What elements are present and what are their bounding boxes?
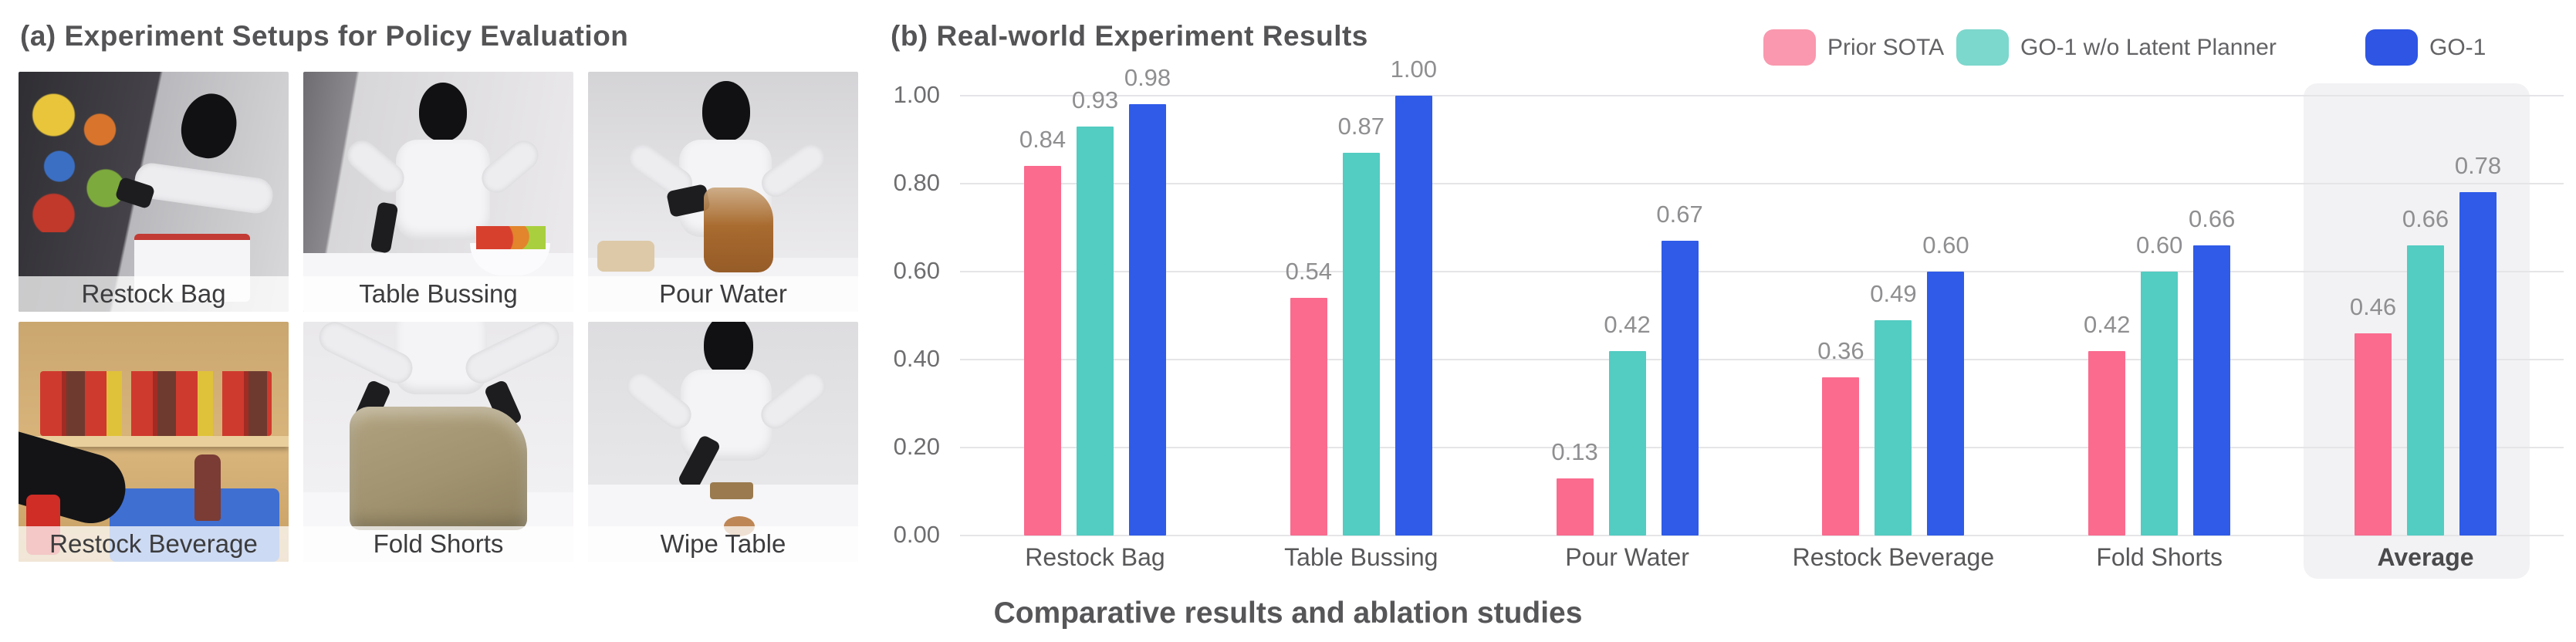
bar-prior-sota-restock-beverage — [1822, 377, 1860, 536]
photo-label: Table Bussing — [359, 279, 518, 308]
photo-label: Restock Beverage — [49, 529, 258, 558]
legend-item-go-1-w-o-latent-planner: GO-1 w/o Latent Planner — [1956, 29, 2277, 66]
shelf-decor — [19, 436, 289, 447]
bar-go-1-w-o-latent-planner-restock-beverage — [1875, 319, 1912, 536]
gridline-y-0.80 — [960, 183, 2564, 184]
bar-prior-sota-fold-shorts — [2088, 350, 2126, 536]
legend-swatch — [2365, 29, 2418, 66]
panel-a-title: (a) Experiment Setups for Policy Evaluat… — [20, 20, 629, 52]
y-tick-label: 0.20 — [893, 433, 940, 460]
bar-go-1-average — [2459, 192, 2497, 536]
bar-value-label: 0.42 — [1604, 310, 1651, 338]
x-category-label: Average — [2377, 543, 2474, 571]
bar-prior-sota-table-bussing — [1290, 298, 1327, 536]
photo-restock-beverage: Restock Beverage — [19, 322, 289, 562]
bar-value-label: 0.46 — [2349, 292, 2397, 320]
photo-restock-bag: Restock Bag — [19, 72, 289, 312]
bar-go-1-pour-water — [1661, 241, 1699, 536]
photo-label: Fold Shorts — [373, 529, 504, 558]
gridline-y-0.40 — [960, 359, 2564, 360]
legend-item-go-1: GO-1 — [2365, 29, 2486, 66]
robot-head — [702, 81, 750, 141]
wipe-pad-decor — [710, 482, 753, 499]
gridline-y-0.00 — [960, 535, 2564, 536]
bar-go-1-w-o-latent-planner-pour-water — [1608, 350, 1646, 536]
photo-table-bussing: Table Bussing — [303, 72, 573, 312]
photo-label: Pour Water — [659, 279, 787, 308]
bar-go-1-table-bussing — [1394, 96, 1432, 536]
photo-label-strip: Restock Bag — [19, 276, 289, 312]
gridline-y-0.20 — [960, 447, 2564, 448]
robot-head — [704, 322, 753, 376]
bar-value-label: 0.67 — [1656, 201, 1703, 228]
gridline-y-0.60 — [960, 271, 2564, 272]
snack-shelf-decor — [25, 86, 140, 232]
bar-value-label: 0.66 — [2189, 204, 2236, 232]
photo-label-strip: Fold Shorts — [303, 526, 573, 562]
x-category-label: Restock Bag — [1025, 543, 1165, 571]
bar-prior-sota-average — [2355, 333, 2392, 536]
panel-b-title: (b) Real-world Experiment Results — [891, 20, 1368, 52]
x-category-label: Restock Beverage — [1792, 543, 1995, 571]
bar-value-label: 0.49 — [1870, 279, 1917, 307]
x-category-label: Table Bussing — [1284, 543, 1438, 571]
bar-go-1-w-o-latent-planner-restock-bag — [1077, 126, 1114, 536]
legend-label: Prior SOTA — [1827, 34, 1945, 60]
bar-go-1-restock-bag — [1129, 104, 1166, 536]
robot-torso — [396, 140, 490, 240]
bar-value-label: 0.87 — [1337, 113, 1384, 140]
photo-label-strip: Pour Water — [588, 276, 858, 312]
bar-value-label: 0.42 — [2084, 310, 2131, 338]
bar-value-label: 0.36 — [1817, 336, 1864, 364]
liquid-jug-decor — [704, 188, 773, 272]
y-tick-label: 0.40 — [893, 345, 940, 372]
y-tick-label: 0.00 — [893, 521, 940, 548]
legend-label: GO-1 w/o Latent Planner — [2020, 34, 2277, 60]
bar-go-1-w-o-latent-planner-average — [2407, 245, 2444, 536]
robot-head — [419, 83, 467, 141]
photo-label: Restock Bag — [81, 279, 226, 308]
photo-label-strip: Restock Beverage — [19, 526, 289, 562]
bar-value-label: 0.60 — [2136, 231, 2183, 258]
bar-value-label: 0.66 — [2402, 204, 2449, 232]
sponge-decor — [597, 241, 654, 272]
bar-value-label: 1.00 — [1390, 56, 1437, 83]
x-category-label: Pour Water — [1565, 543, 1689, 571]
photo-fold-shorts: Fold Shorts — [303, 322, 573, 562]
legend-swatch — [1763, 29, 1816, 66]
y-tick-label: 0.80 — [893, 169, 940, 196]
bar-go-1-restock-beverage — [1927, 272, 1965, 536]
bar-value-label: 0.60 — [1922, 231, 1969, 258]
y-tick-label: 0.60 — [893, 257, 940, 284]
bar-value-label: 0.84 — [1019, 126, 1067, 154]
bar-value-label: 0.13 — [1551, 438, 1598, 465]
photo-wipe-table: Wipe Table — [588, 322, 858, 562]
shorts-decor — [350, 407, 527, 530]
bar-go-1-w-o-latent-planner-fold-shorts — [2141, 272, 2179, 536]
bar-prior-sota-pour-water — [1556, 478, 1594, 536]
photo-label: Wipe Table — [660, 529, 786, 558]
y-tick-label: 1.00 — [893, 81, 940, 108]
legend-item-prior-sota: Prior SOTA — [1763, 29, 1944, 66]
bottle-decor — [194, 454, 221, 521]
bar-prior-sota-restock-bag — [1024, 166, 1061, 536]
legend-swatch — [1956, 29, 2009, 66]
bar-go-1-fold-shorts — [2193, 245, 2231, 536]
bar-value-label: 0.93 — [1071, 86, 1119, 113]
legend-label: GO-1 — [2429, 34, 2486, 60]
photo-label-strip: Wipe Table — [588, 526, 858, 562]
bar-go-1-w-o-latent-planner-table-bussing — [1342, 153, 1380, 536]
figure-caption: Comparative results and ablation studies — [993, 596, 1583, 630]
x-category-label: Fold Shorts — [2096, 543, 2223, 571]
fruit-decor — [476, 226, 546, 249]
photo-pour-water: Pour Water — [588, 72, 858, 312]
bar-value-label: 0.78 — [2454, 152, 2502, 180]
photo-label-strip: Table Bussing — [303, 276, 573, 312]
bar-value-label: 0.98 — [1124, 64, 1171, 92]
bar-value-label: 0.54 — [1285, 258, 1332, 286]
cans-row-decor — [40, 371, 272, 436]
gridline-y-1.00 — [960, 95, 2564, 96]
